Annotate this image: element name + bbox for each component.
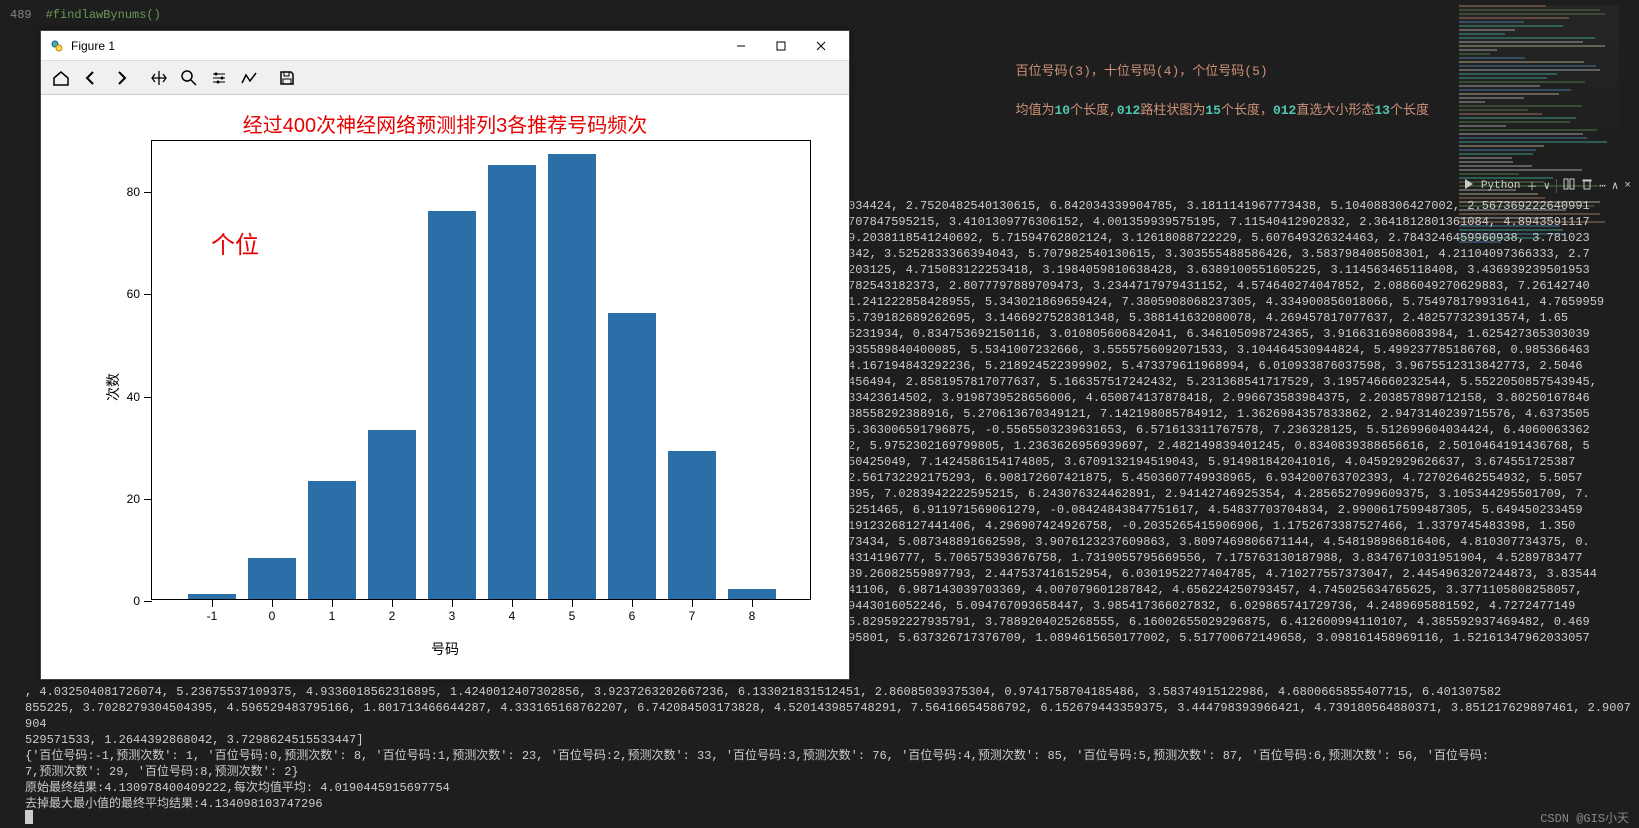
terminal-output-below: , 4.032504081726074, 5.23675537109375, 4… bbox=[25, 684, 1637, 812]
xtick-label: 7 bbox=[689, 609, 696, 623]
bar bbox=[188, 594, 236, 599]
zoom-icon[interactable] bbox=[175, 64, 203, 92]
bar bbox=[668, 451, 716, 599]
ytick-label: 20 bbox=[127, 492, 140, 506]
chart-ylabel: 次数 bbox=[103, 373, 123, 401]
editor-toolbar-strip: Python ＋ ∨ ⋯ ∧ × bbox=[1463, 178, 1631, 194]
home-icon[interactable] bbox=[47, 64, 75, 92]
watermark: CSDN @GIS小天 bbox=[1540, 809, 1629, 826]
bar bbox=[368, 430, 416, 599]
xtick-label: 6 bbox=[629, 609, 636, 623]
bar bbox=[488, 165, 536, 599]
trash-icon[interactable] bbox=[1581, 178, 1593, 194]
bar bbox=[548, 154, 596, 599]
chart-xlabel: 号码 bbox=[41, 639, 849, 659]
bar bbox=[728, 589, 776, 599]
back-icon[interactable] bbox=[77, 64, 105, 92]
xtick-label: 3 bbox=[449, 609, 456, 623]
xtick-label: 1 bbox=[329, 609, 336, 623]
more-icon[interactable]: ⋯ bbox=[1599, 179, 1606, 193]
edit-icon[interactable] bbox=[235, 64, 263, 92]
split-icon[interactable] bbox=[1563, 178, 1575, 194]
chart-canvas: 经过400次神经网络预测排列3各推荐号码频次 个位 次数 020406080-1… bbox=[41, 95, 849, 679]
run-icon[interactable] bbox=[1463, 178, 1475, 194]
xtick-label: 5 bbox=[569, 609, 576, 623]
chevron-down-icon[interactable]: ∨ bbox=[1544, 179, 1551, 193]
caret-icon[interactable]: ∧ bbox=[1612, 179, 1619, 193]
bar bbox=[608, 313, 656, 599]
bar bbox=[308, 481, 356, 599]
xtick-label: 2 bbox=[389, 609, 396, 623]
code-line: 489 #findlawBynums() bbox=[10, 8, 161, 22]
rhs-code-fragment: 百位号码(3)，十位号码(4)，个位号码(5) 均值为10个长度,012路柱状图… bbox=[1015, 60, 1429, 118]
terminal-cursor bbox=[25, 810, 33, 824]
python-label: Python bbox=[1481, 180, 1521, 192]
forward-icon[interactable] bbox=[107, 64, 135, 92]
window-title: Figure 1 bbox=[71, 39, 721, 53]
xtick-label: 0 bbox=[269, 609, 276, 623]
mpl-toolbar bbox=[41, 61, 849, 95]
bar bbox=[248, 558, 296, 599]
add-icon[interactable]: ＋ bbox=[1527, 178, 1538, 194]
code-comment: #findlawBynums() bbox=[46, 8, 161, 22]
bar bbox=[428, 211, 476, 599]
xtick-label: 4 bbox=[509, 609, 516, 623]
save-icon[interactable] bbox=[273, 64, 301, 92]
ytick-label: 40 bbox=[127, 390, 140, 404]
xtick-label: 8 bbox=[749, 609, 756, 623]
matplotlib-figure-window: Figure 1 经过400次神经网络预测排列3各推荐号码频次 个位 次数 02… bbox=[40, 30, 850, 680]
xtick-label: -1 bbox=[207, 609, 218, 623]
close-icon[interactable]: × bbox=[1624, 180, 1631, 192]
pan-icon[interactable] bbox=[145, 64, 173, 92]
window-titlebar[interactable]: Figure 1 bbox=[41, 31, 849, 61]
chart-axes: 020406080-1012345678 bbox=[151, 140, 811, 600]
editor-minimap[interactable] bbox=[1459, 5, 1619, 175]
line-number: 489 bbox=[10, 8, 32, 22]
ytick-label: 60 bbox=[127, 287, 140, 301]
ytick-label: 80 bbox=[127, 185, 140, 199]
ytick-label: 0 bbox=[133, 594, 140, 608]
chart-title: 经过400次神经网络预测排列3各推荐号码频次 bbox=[41, 109, 849, 138]
close-button[interactable] bbox=[801, 32, 841, 60]
minimize-button[interactable] bbox=[721, 32, 761, 60]
configure-icon[interactable] bbox=[205, 64, 233, 92]
maximize-button[interactable] bbox=[761, 32, 801, 60]
app-icon bbox=[49, 38, 65, 54]
